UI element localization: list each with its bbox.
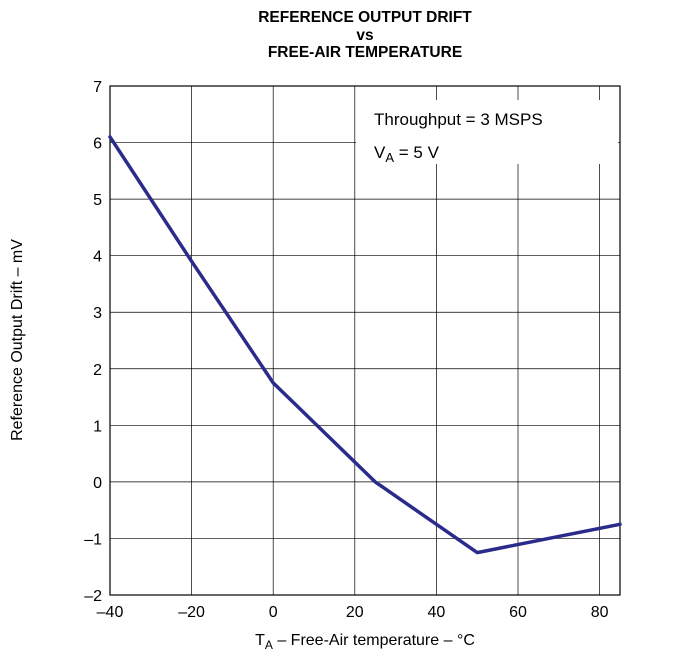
- plot-frame: [109, 85, 621, 596]
- annotation-v-subscript: A: [385, 150, 394, 165]
- annotation-v-main: V: [374, 143, 386, 162]
- x-tick-label: 20: [346, 604, 364, 621]
- y-tick-label: 5: [93, 192, 102, 209]
- chart-title-line-1: REFERENCE OUTPUT DRIFT: [258, 9, 472, 26]
- series-points: [109, 136, 621, 553]
- annotation-throughput: Throughput = 3 MSPS: [374, 110, 543, 129]
- y-tick-label: 4: [93, 249, 102, 266]
- chart-title-line-3: FREE-AIR TEMPERATURE: [267, 44, 463, 61]
- x-axis-label: TA – Free-Air temperature – °C: [255, 632, 475, 652]
- y-tick-label: 2: [93, 362, 102, 379]
- x-label-subscript: A: [265, 638, 273, 652]
- y-axis-label: Reference Output Drift – mV: [9, 239, 26, 441]
- x-tick-label: 40: [428, 604, 446, 621]
- y-tick-label: 0: [93, 475, 102, 492]
- y-tick-labels: –2 –1 0 1 2 3 4 5 6 7: [84, 79, 102, 605]
- y-tick-label: 6: [93, 136, 102, 153]
- x-tick-label: 80: [591, 604, 609, 621]
- y-tick-label: –2: [84, 588, 102, 605]
- chart-title-line-2: vs: [356, 27, 374, 44]
- x-tick-labels: –40 –20 0 20 40 60 80: [97, 604, 609, 621]
- x-label-main: T: [255, 632, 265, 649]
- annotation-background: [356, 100, 618, 164]
- x-tick-label: 60: [509, 604, 527, 621]
- y-tick-label: 7: [93, 79, 102, 96]
- y-tick-label: 3: [93, 305, 102, 322]
- x-label-rest: – Free-Air temperature – °C: [273, 632, 475, 649]
- y-tick-label: 1: [93, 418, 102, 435]
- y-tick-label: –1: [84, 531, 102, 548]
- x-tick-label: –40: [97, 604, 124, 621]
- x-tick-label: –20: [178, 604, 205, 621]
- x-tick-label: 0: [269, 604, 278, 621]
- annotation-supply-voltage: VA = 5 V: [374, 143, 440, 165]
- series-line-drift: [108, 135, 622, 555]
- annotation-v-rest: = 5 V: [394, 143, 440, 162]
